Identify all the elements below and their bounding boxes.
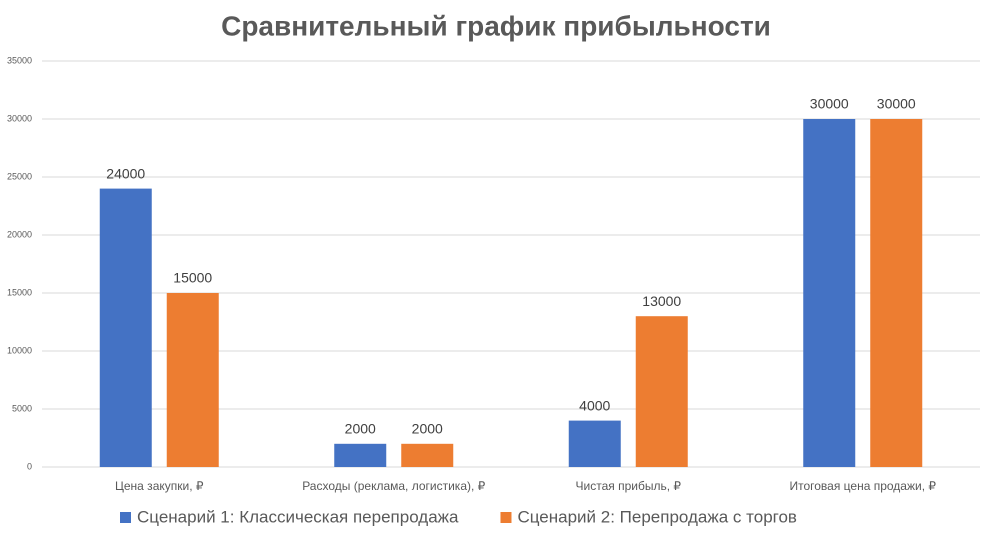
bar (401, 443, 454, 467)
legend-label: Сценарий 2: Перепродажа с торгов (517, 507, 796, 526)
legend-swatch (120, 512, 131, 523)
y-tick-label: 25000 (7, 171, 32, 181)
x-tick-label: Итоговая цена продажи, ₽ (789, 479, 936, 493)
legend-label: Сценарий 1: Классическая перепродажа (137, 507, 459, 526)
data-label: 4000 (579, 397, 610, 413)
y-tick-label: 5000 (12, 403, 32, 413)
bar (568, 420, 621, 467)
y-tick-label: 15000 (7, 287, 32, 297)
legend-swatch (500, 512, 512, 523)
x-tick-label: Чистая прибыль, ₽ (576, 479, 682, 493)
data-label: 2000 (412, 421, 443, 437)
bar (99, 188, 152, 467)
data-label: 24000 (106, 165, 145, 181)
bar (803, 119, 856, 467)
data-label: 30000 (877, 96, 916, 112)
x-tick-label: Расходы (реклама, логистика), ₽ (302, 479, 485, 493)
bar (166, 293, 219, 467)
chart-title: Сравнительный график прибыльности (221, 10, 771, 41)
bar (334, 443, 387, 467)
x-tick-label: Цена закупки, ₽ (115, 479, 204, 493)
y-tick-label: 10000 (7, 345, 32, 355)
bar (635, 316, 688, 467)
data-label: 15000 (173, 270, 212, 286)
y-tick-label: 20000 (7, 229, 32, 239)
data-label: 13000 (642, 293, 681, 309)
bar (870, 119, 923, 467)
data-label: 2000 (345, 421, 376, 437)
y-tick-label: 35000 (7, 55, 32, 65)
y-tick-label: 30000 (7, 113, 32, 123)
y-tick-label: 0 (27, 461, 32, 471)
data-label: 30000 (810, 96, 849, 112)
